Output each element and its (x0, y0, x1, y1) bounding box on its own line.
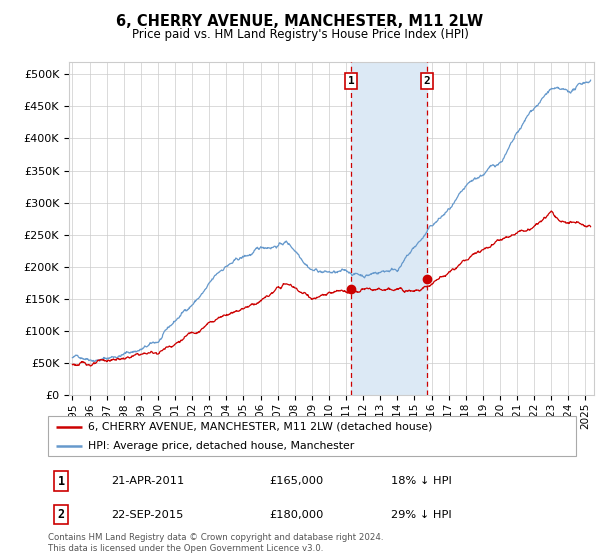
Text: 6, CHERRY AVENUE, MANCHESTER, M11 2LW: 6, CHERRY AVENUE, MANCHESTER, M11 2LW (116, 14, 484, 29)
Text: 2: 2 (424, 76, 430, 86)
Text: HPI: Average price, detached house, Manchester: HPI: Average price, detached house, Manc… (88, 441, 354, 450)
Text: £180,000: £180,000 (270, 510, 324, 520)
Text: 22-SEP-2015: 22-SEP-2015 (112, 510, 184, 520)
Text: Price paid vs. HM Land Registry's House Price Index (HPI): Price paid vs. HM Land Registry's House … (131, 28, 469, 41)
Text: 21-APR-2011: 21-APR-2011 (112, 476, 185, 486)
Text: 18% ↓ HPI: 18% ↓ HPI (391, 476, 452, 486)
Text: 6, CHERRY AVENUE, MANCHESTER, M11 2LW (detached house): 6, CHERRY AVENUE, MANCHESTER, M11 2LW (d… (88, 422, 432, 432)
Text: 2: 2 (58, 508, 65, 521)
Text: Contains HM Land Registry data © Crown copyright and database right 2024.
This d: Contains HM Land Registry data © Crown c… (48, 533, 383, 553)
Text: £165,000: £165,000 (270, 476, 324, 486)
Text: 1: 1 (348, 76, 355, 86)
Text: 1: 1 (58, 474, 65, 488)
Text: 29% ↓ HPI: 29% ↓ HPI (391, 510, 452, 520)
Bar (351, 62, 427, 395)
